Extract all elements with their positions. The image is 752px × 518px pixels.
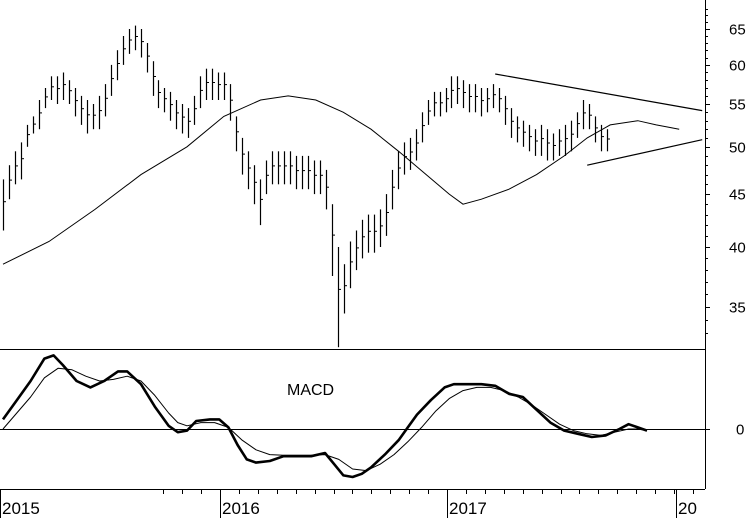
year-label: 20 <box>678 499 697 518</box>
year-label: 2017 <box>449 499 487 518</box>
moving-average-line <box>2 95 680 265</box>
macd-label: MACD <box>287 382 334 399</box>
chart-frame <box>0 0 706 490</box>
price-tick-label: 60 <box>729 58 746 75</box>
macd-line <box>1 354 648 479</box>
price-panel <box>2 25 703 348</box>
price-tick-label: 45 <box>729 187 746 204</box>
price-tick-label: 55 <box>729 97 746 114</box>
macd-panel <box>0 354 705 479</box>
macd-tick-label: 0 <box>736 422 744 439</box>
year-label: 2015 <box>2 499 40 518</box>
macd-axis: 0 <box>705 422 744 439</box>
price-tick-label: 40 <box>729 240 746 257</box>
price-tick-label: 65 <box>729 22 746 39</box>
time-axis: 2015 2016 2017 20 <box>0 489 697 518</box>
price-axis: 35 40 45 50 55 60 65 <box>705 9 746 334</box>
price-tick-label: 50 <box>729 140 746 157</box>
lower-trendline <box>587 139 703 166</box>
macd-signal-line <box>2 367 648 472</box>
upper-trendline <box>495 73 703 112</box>
year-label: 2016 <box>222 499 260 518</box>
price-tick-label: 35 <box>729 300 746 317</box>
